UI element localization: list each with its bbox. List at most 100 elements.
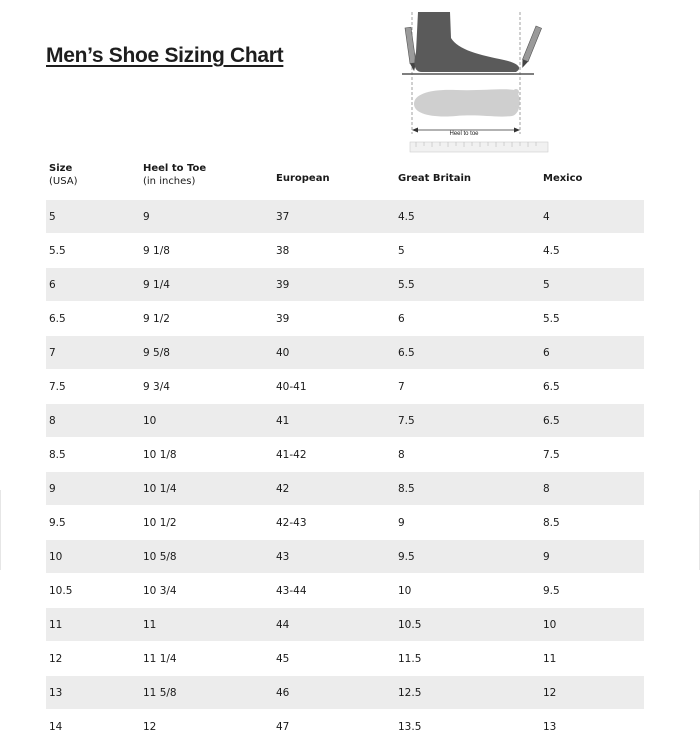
table-row: 6.5 9 1/2 39 6 5.5 — [46, 301, 644, 336]
cell-size-usa: 10.5 — [46, 573, 140, 608]
cell-great-britain: 12.5 — [395, 675, 540, 710]
cell-european: 43-44 — [273, 573, 395, 608]
cell-great-britain: 11.5 — [395, 641, 540, 676]
cell-european: 47 — [273, 709, 395, 744]
header-label: Great Britain — [398, 172, 471, 184]
cell-heel-to-toe: 9 1/2 — [140, 301, 273, 336]
heel-to-toe-label: Heel to toe — [449, 131, 479, 137]
cell-heel-to-toe: 11 5/8 — [140, 675, 273, 710]
cell-european: 40 — [273, 335, 395, 370]
cell-mexico: 5 — [540, 267, 644, 302]
cell-heel-to-toe: 12 — [140, 709, 273, 744]
cell-mexico: 9.5 — [540, 573, 644, 608]
left-edge-divider — [0, 490, 1, 570]
cell-european: 42 — [273, 471, 395, 506]
cell-great-britain: 10 — [395, 573, 540, 608]
cell-size-usa: 8 — [46, 403, 140, 438]
cell-european: 43 — [273, 539, 395, 574]
cell-mexico: 5.5 — [540, 301, 644, 336]
cell-heel-to-toe: 9 3/4 — [140, 369, 273, 404]
cell-size-usa: 5.5 — [46, 233, 140, 268]
cell-mexico: 12 — [540, 675, 644, 710]
header-european: European — [273, 162, 395, 200]
cell-european: 44 — [273, 607, 395, 642]
cell-heel-to-toe: 10 — [140, 403, 273, 438]
cell-size-usa: 9 — [46, 471, 140, 506]
cell-european: 40-41 — [273, 369, 395, 404]
header-great-britain: Great Britain — [395, 162, 540, 200]
cell-heel-to-toe: 10 5/8 — [140, 539, 273, 574]
header-size: Size (USA) — [46, 162, 140, 200]
cell-size-usa: 6 — [46, 267, 140, 302]
header-label: Mexico — [543, 172, 583, 184]
cell-mexico: 10 — [540, 607, 644, 642]
table-header-row: Size (USA) Heel to Toe (in inches) Europ… — [46, 162, 644, 200]
cell-size-usa: 8.5 — [46, 437, 140, 472]
cell-mexico: 8 — [540, 471, 644, 506]
cell-heel-to-toe: 9 5/8 — [140, 335, 273, 370]
cell-great-britain: 9.5 — [395, 539, 540, 574]
cell-european: 39 — [273, 267, 395, 302]
cell-european: 41-42 — [273, 437, 395, 472]
header-sublabel: (USA) — [49, 176, 78, 187]
cell-size-usa: 14 — [46, 709, 140, 744]
cell-great-britain: 8.5 — [395, 471, 540, 506]
cell-european: 37 — [273, 200, 395, 234]
header-label: Heel to Toe — [143, 163, 207, 174]
cell-great-britain: 7.5 — [395, 403, 540, 438]
table-row: 8 10 41 7.5 6.5 — [46, 403, 644, 438]
cell-mexico: 7.5 — [540, 437, 644, 472]
cell-great-britain: 6.5 — [395, 335, 540, 370]
cell-mexico: 4.5 — [540, 233, 644, 268]
table-row: 7.5 9 3/4 40-41 7 6.5 — [46, 369, 644, 404]
cell-size-usa: 7 — [46, 335, 140, 370]
cell-heel-to-toe: 9 1/4 — [140, 267, 273, 302]
header-label: European — [276, 172, 330, 184]
size-chart-table: Size (USA) Heel to Toe (in inches) Europ… — [46, 162, 644, 744]
cell-size-usa: 9.5 — [46, 505, 140, 540]
cell-european: 41 — [273, 403, 395, 438]
cell-mexico: 11 — [540, 641, 644, 676]
cell-size-usa: 10 — [46, 539, 140, 574]
table-row: 10 10 5/8 43 9.5 9 — [46, 539, 644, 574]
cell-mexico: 6.5 — [540, 369, 644, 404]
table-row: 5.5 9 1/8 38 5 4.5 — [46, 233, 644, 268]
cell-great-britain: 7 — [395, 369, 540, 404]
cell-heel-to-toe: 9 — [140, 200, 273, 234]
table-row: 13 11 5/8 46 12.5 12 — [46, 675, 644, 710]
header-mexico: Mexico — [540, 162, 644, 200]
cell-european: 39 — [273, 301, 395, 336]
cell-great-britain: 4.5 — [395, 200, 540, 234]
cell-size-usa: 6.5 — [46, 301, 140, 336]
table-row: 8.5 10 1/8 41-42 8 7.5 — [46, 437, 644, 472]
cell-great-britain: 13.5 — [395, 709, 540, 744]
cell-mexico: 6.5 — [540, 403, 644, 438]
cell-great-britain: 8 — [395, 437, 540, 472]
cell-mexico: 9 — [540, 539, 644, 574]
table-row: 14 12 47 13.5 13 — [46, 709, 644, 744]
cell-great-britain: 6 — [395, 301, 540, 336]
cell-mexico: 8.5 — [540, 505, 644, 540]
cell-mexico: 6 — [540, 335, 644, 370]
cell-mexico: 4 — [540, 200, 644, 234]
header-heel-to-toe: Heel to Toe (in inches) — [140, 162, 273, 200]
cell-european: 45 — [273, 641, 395, 676]
page-title: Men’s Shoe Sizing Chart — [46, 44, 284, 67]
cell-european: 38 — [273, 233, 395, 268]
cell-european: 46 — [273, 675, 395, 710]
cell-heel-to-toe: 9 1/8 — [140, 233, 273, 268]
cell-size-usa: 13 — [46, 675, 140, 710]
cell-heel-to-toe: 11 — [140, 607, 273, 642]
header-label: Size — [49, 163, 73, 174]
cell-size-usa: 12 — [46, 641, 140, 676]
cell-european: 42-43 — [273, 505, 395, 540]
header-sublabel: (in inches) — [143, 176, 196, 187]
cell-heel-to-toe: 11 1/4 — [140, 641, 273, 676]
table-row: 10.5 10 3/4 43-44 10 9.5 — [46, 573, 644, 608]
table-row: 11 11 44 10.5 10 — [46, 607, 644, 642]
cell-heel-to-toe: 10 1/2 — [140, 505, 273, 540]
table-row: 9.5 10 1/2 42-43 9 8.5 — [46, 505, 644, 540]
foot-icon — [402, 12, 549, 153]
